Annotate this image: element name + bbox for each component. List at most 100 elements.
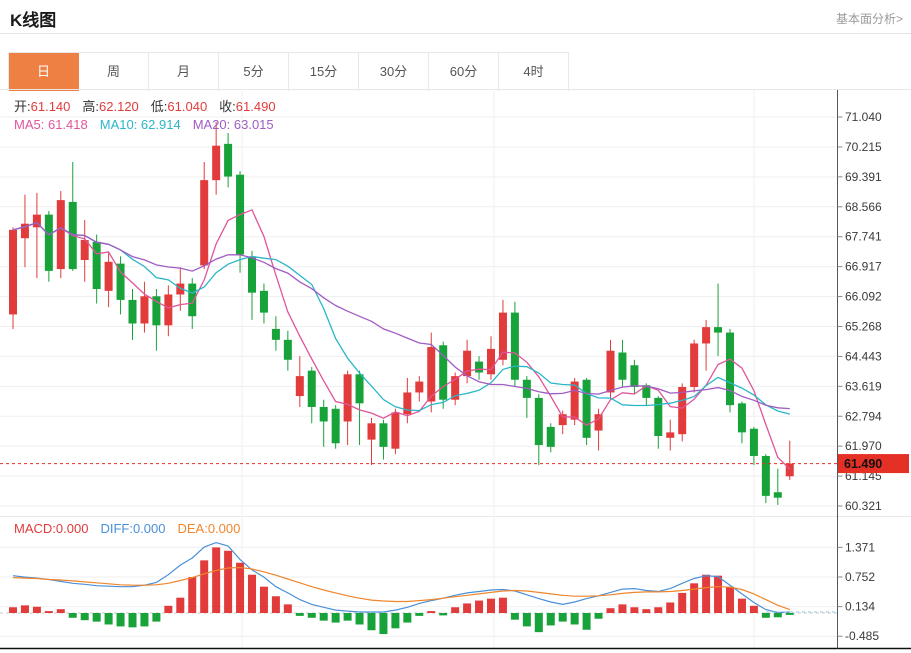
candle-body	[343, 374, 352, 422]
macd-bar	[606, 608, 615, 613]
axis-tick-label: 68.566	[845, 200, 882, 214]
candlestick-panel[interactable]	[0, 122, 838, 505]
legend-item: MA10: 62.914	[99, 117, 181, 132]
candle-body	[152, 296, 161, 326]
candle-body	[188, 283, 197, 317]
candle-body	[391, 412, 400, 449]
macd-bar	[439, 613, 448, 616]
macd-bar	[188, 577, 197, 613]
legend-item: 低:61.040	[150, 99, 208, 114]
legend-item: MACD:0.000	[14, 521, 89, 536]
candle-body	[104, 261, 113, 291]
tab-min60[interactable]: 60分	[429, 53, 499, 91]
tab-min30[interactable]: 30分	[359, 53, 429, 91]
macd-bar	[212, 547, 221, 613]
title-divider	[0, 33, 911, 34]
candle-body	[164, 294, 173, 326]
macd-bar	[534, 613, 543, 633]
macd-bar	[773, 613, 782, 618]
candle-body	[487, 348, 495, 375]
macd-bar	[761, 613, 770, 618]
legend-item: 收:61.490	[219, 99, 276, 114]
candle-body	[618, 352, 627, 380]
candle-body	[678, 387, 687, 435]
macd-bar	[331, 613, 340, 623]
candle-body	[295, 376, 304, 397]
axis-tick-label: 66.917	[845, 260, 882, 274]
candle-body	[475, 361, 484, 373]
candle-body	[463, 350, 472, 377]
macd-bar	[415, 613, 424, 616]
macd-panel[interactable]	[0, 541, 838, 635]
macd-bar	[9, 607, 17, 613]
macd-bar	[379, 613, 388, 635]
macd-bar	[463, 603, 472, 613]
axis-tick-label: 0.134	[845, 600, 875, 614]
candle-body	[32, 214, 41, 228]
macd-bar	[259, 586, 268, 613]
legend-item: 高:62.120	[82, 99, 139, 114]
candle-body	[44, 214, 53, 271]
candle-body	[283, 339, 292, 360]
macd-bar	[726, 586, 734, 613]
fundamental-analysis-link[interactable]: 基本面分析>	[835, 12, 903, 26]
candle-body	[439, 345, 448, 400]
macd-bar	[176, 597, 185, 613]
axis-tick-label: 61.970	[845, 439, 882, 453]
grid	[0, 90, 838, 648]
candle-body	[20, 223, 29, 239]
candle-body	[224, 143, 233, 177]
candle-body	[307, 370, 316, 407]
candle-body	[737, 403, 746, 433]
tab-month[interactable]: 月	[149, 53, 219, 91]
candle-body	[331, 408, 340, 444]
axis-tick-label: 70.215	[845, 140, 882, 154]
macd-bar	[678, 592, 687, 613]
candle-body	[403, 392, 412, 415]
axis-tick-label: 69.391	[845, 170, 882, 184]
candle-body	[92, 241, 101, 290]
candle-body	[690, 343, 699, 388]
tab-min15[interactable]: 15分	[289, 53, 359, 91]
candle-body	[666, 432, 675, 438]
ohlc-legend: 开:61.140 高:62.120 低:61.040 收:61.490	[14, 96, 288, 115]
macd-bar	[749, 605, 758, 613]
macd-bar	[618, 604, 627, 613]
candle-body	[56, 200, 65, 270]
candle-body	[355, 374, 364, 404]
macd-bar	[44, 611, 53, 613]
price-axis: 71.040 70.215 69.391 68.566 67.741 66.917 66.0…	[837, 110, 882, 643]
macd-bar	[487, 598, 495, 613]
candle-body	[761, 455, 770, 496]
candle-body	[259, 290, 268, 313]
candle-body	[654, 397, 663, 436]
candle-body	[116, 263, 125, 300]
macd-bar	[92, 613, 101, 622]
tab-hour4[interactable]: 4时	[499, 53, 569, 91]
page-title: K线图	[10, 11, 57, 30]
axis-tick-label: 0.752	[845, 570, 875, 584]
macd-bar	[403, 613, 412, 623]
tab-day[interactable]: 日	[9, 53, 79, 91]
candle-body	[427, 347, 436, 402]
tab-min5[interactable]: 5分	[219, 53, 289, 91]
legend-item: MA5: 61.418	[14, 117, 88, 132]
macd-bar	[307, 613, 316, 618]
macd-bar	[475, 600, 484, 613]
candle-body	[248, 256, 256, 293]
legend-item: DIFF:0.000	[100, 521, 166, 536]
ma5-line	[12, 209, 791, 470]
macd-bar	[104, 613, 113, 625]
candle-body	[319, 406, 328, 422]
candle-body	[726, 332, 734, 406]
macd-bar	[690, 583, 699, 613]
macd-bar	[451, 607, 460, 613]
current-price-badge: 61.490	[838, 454, 909, 474]
candle-body	[176, 283, 185, 295]
axis-tick-label: 62.794	[845, 409, 882, 423]
candle-body	[415, 381, 424, 393]
candle-body	[510, 312, 519, 380]
macd-bar	[654, 607, 663, 613]
tab-week[interactable]: 周	[79, 53, 149, 91]
